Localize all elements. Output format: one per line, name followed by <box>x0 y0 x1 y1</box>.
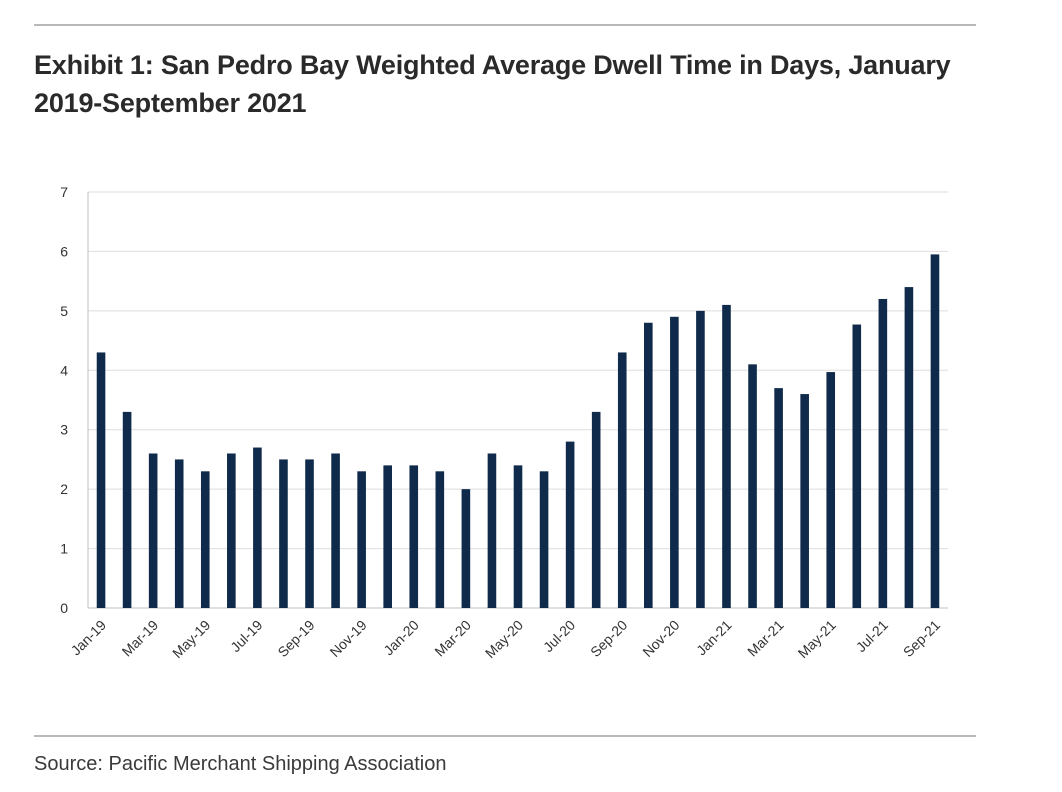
x-tick-label: Jan-21 <box>693 617 735 659</box>
bar <box>644 322 653 608</box>
bar <box>487 453 497 608</box>
bar <box>670 316 679 608</box>
bar <box>565 441 575 608</box>
x-tick-label: Nov-19 <box>327 617 370 660</box>
bar <box>227 453 236 608</box>
x-tick-label: Sep-19 <box>274 617 317 660</box>
y-tick-label: 0 <box>60 600 68 616</box>
x-tick-label: Jul-20 <box>540 617 578 655</box>
bar <box>539 471 549 608</box>
bar <box>617 352 627 608</box>
x-tick-label: Mar-19 <box>119 617 162 660</box>
bar <box>826 372 836 608</box>
bar <box>383 465 392 608</box>
x-tick-label: Mar-21 <box>744 617 787 660</box>
x-tick-label: May-20 <box>482 617 526 661</box>
bar <box>279 459 288 608</box>
y-tick-label: 1 <box>60 541 68 557</box>
bottom-divider <box>34 735 976 737</box>
bar <box>852 324 862 608</box>
bar <box>96 352 106 608</box>
x-tick-label: Sep-20 <box>587 617 630 660</box>
bar <box>253 447 262 608</box>
bar <box>357 471 366 608</box>
bar <box>748 364 757 608</box>
x-tick-label: Jul-19 <box>227 617 265 655</box>
x-tick-label: May-21 <box>795 617 839 661</box>
y-tick-label: 7 <box>60 184 68 200</box>
y-tick-label: 3 <box>60 422 68 438</box>
bar <box>148 453 158 608</box>
y-tick-label: 5 <box>60 303 68 319</box>
bar <box>774 388 783 608</box>
bar <box>461 489 471 608</box>
top-divider <box>34 24 976 26</box>
y-tick-label: 4 <box>60 362 68 378</box>
x-tick-label: Mar-20 <box>431 617 474 660</box>
y-tick-label: 2 <box>60 481 68 497</box>
x-tick-label: Jan-19 <box>68 617 110 659</box>
chart-title: Exhibit 1: San Pedro Bay Weighted Averag… <box>34 50 951 118</box>
source-note: Source: Pacific Merchant Shipping Associ… <box>34 753 447 775</box>
bar <box>174 459 184 608</box>
x-tick-label: Nov-20 <box>639 617 682 660</box>
bar <box>409 465 419 608</box>
bar <box>513 465 523 608</box>
bar <box>930 254 940 608</box>
bar <box>305 459 314 608</box>
x-tick-label: Jul-21 <box>853 617 891 655</box>
bar <box>200 471 210 608</box>
bar <box>331 453 340 608</box>
bar <box>435 471 445 608</box>
bar <box>904 287 914 608</box>
x-tick-label: Jan-20 <box>380 617 422 659</box>
bar <box>122 411 132 608</box>
x-tick-label: May-19 <box>169 617 213 661</box>
bar <box>696 310 705 608</box>
bar <box>800 394 809 608</box>
bar <box>591 411 601 608</box>
bar <box>722 304 731 608</box>
y-tick-label: 6 <box>60 243 68 259</box>
bar <box>878 298 888 608</box>
x-tick-label: Sep-21 <box>900 617 943 660</box>
